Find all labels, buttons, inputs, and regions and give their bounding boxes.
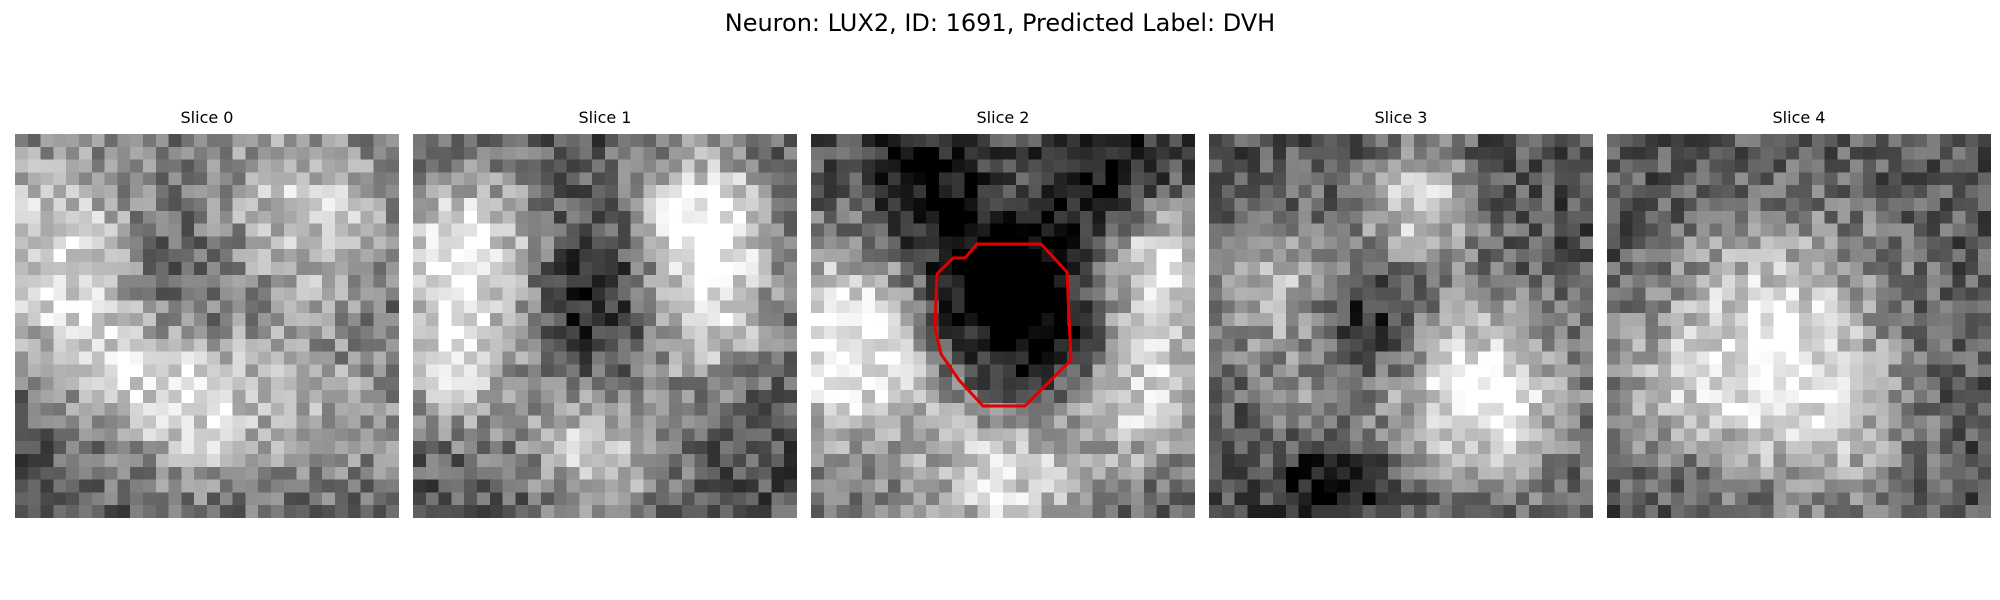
slice-image-0: [15, 134, 399, 518]
slice-image-1: [413, 134, 797, 518]
slice-panel-1: Slice 1: [413, 108, 797, 520]
slice-panel-2: Slice 2: [811, 108, 1195, 520]
slice-image-2: [811, 134, 1195, 518]
slice-panel-4: Slice 4: [1607, 108, 1991, 520]
slice-title: Slice 4: [1772, 108, 1826, 127]
figure-title: Neuron: LUX2, ID: 1691, Predicted Label:…: [724, 9, 1276, 37]
roi-contour-outline: [933, 242, 1073, 408]
slice-image-3: [1209, 134, 1593, 518]
slice-title: Slice 0: [180, 108, 234, 127]
roi-contour: [933, 242, 1073, 408]
slice-title: Slice 3: [1374, 108, 1428, 127]
slice-panel-3: Slice 3: [1209, 108, 1593, 520]
slice-panel-0: Slice 0: [15, 108, 399, 520]
slice-title: Slice 2: [976, 108, 1030, 127]
slice-image-4: [1607, 134, 1991, 518]
slice-title: Slice 1: [578, 108, 632, 127]
